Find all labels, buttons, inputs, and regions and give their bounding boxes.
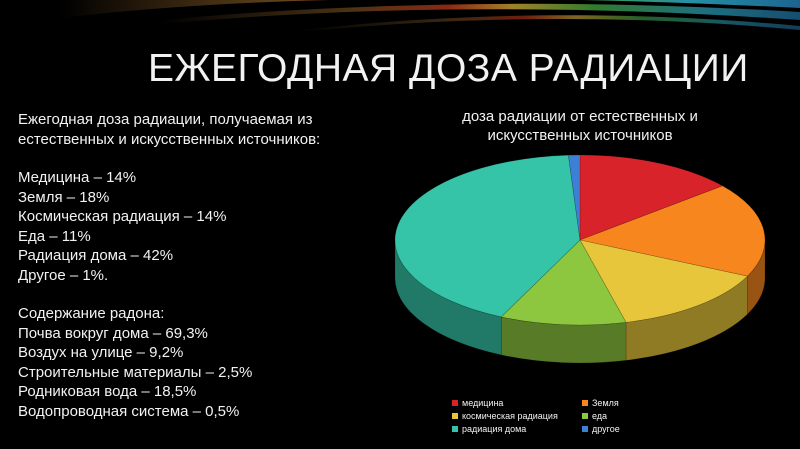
- legend-item-Земля: Земля: [582, 398, 619, 408]
- legend-item-космическая-радиация: космическая радиация: [452, 411, 558, 421]
- legend-item-медицина: медицина: [452, 398, 503, 408]
- pie-slice-радиация-дома: [394, 154, 581, 318]
- legend-swatch: [582, 400, 588, 406]
- legend-label: еда: [592, 411, 608, 421]
- slide-title: ЕЖЕГОДНАЯ ДОЗА РАДИАЦИИ: [148, 47, 749, 90]
- chart-title: доза радиации от естественных и искусств…: [462, 108, 698, 144]
- decorative-swoosh-graphic: [60, 0, 800, 33]
- source-item: Медицина – 14%: [18, 169, 137, 186]
- pie-slice-космическая-радиация: [579, 239, 749, 323]
- legend-swatch: [452, 426, 458, 432]
- legend-swatch: [582, 413, 588, 419]
- legend-swatch: [452, 413, 458, 419]
- radon-item: Родниковая вода – 18,5%: [18, 383, 197, 400]
- pie-slice-медицина: [579, 154, 724, 241]
- pie-slice-Земля: [578, 185, 766, 277]
- pie-slice-еда: [500, 239, 627, 326]
- radon-item: Почва вокруг дома – 69,3%: [18, 324, 208, 342]
- source-item: Земля – 18%: [18, 188, 110, 206]
- pie-slice-side-еда: [500, 316, 627, 364]
- intro-line: естественных и искусственных источников:: [18, 130, 321, 148]
- radon-item: Строительные материалы – 2,5%: [18, 363, 253, 381]
- radon-item: Воздух на улице – 9,2%: [18, 344, 184, 361]
- intro-line: Ежегодная доза радиации, получаемая из: [18, 111, 313, 128]
- pie-slice-другое: [568, 154, 581, 241]
- source-item: Другое – 1%.: [18, 266, 109, 284]
- legend-label: другое: [592, 424, 620, 434]
- legend-swatch: [582, 426, 588, 432]
- legend-item-еда: еда: [582, 411, 607, 421]
- legend-label: Земля: [592, 398, 619, 408]
- radon-heading: Содержание радона:: [18, 305, 165, 322]
- legend-label: радиация дома: [462, 424, 527, 434]
- legend-label: космическая радиация: [462, 411, 558, 421]
- pie-slice-side-космическая-радиация: [625, 275, 748, 361]
- radon-item: Водопроводная система – 0,5%: [18, 402, 240, 420]
- source-item: Еда – 11%: [18, 227, 91, 245]
- pie-chart: [394, 154, 766, 364]
- legend-item-радиация-дома: радиация дома: [452, 424, 526, 434]
- left-text-block: Ежегодная доза радиации, получаемая из е…: [18, 110, 398, 421]
- source-item: Радиация дома – 42%: [18, 247, 174, 264]
- legend-item-другое: другое: [582, 424, 620, 434]
- legend-swatch: [452, 400, 458, 406]
- source-item: Космическая радиация – 14%: [18, 208, 227, 225]
- legend-label: медицина: [462, 398, 504, 408]
